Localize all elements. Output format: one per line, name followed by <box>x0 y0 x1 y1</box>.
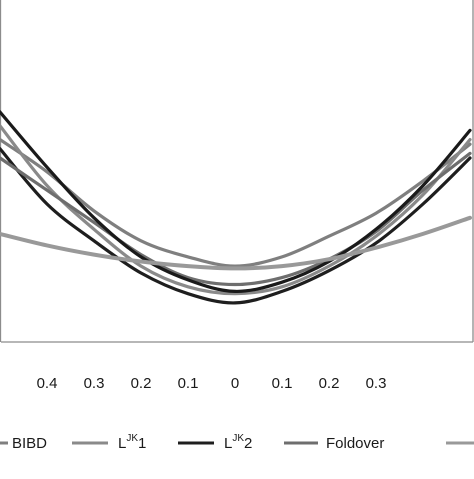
legend-label-foldover: Foldover <box>326 435 384 452</box>
x-tick-label: 0.3 <box>84 375 105 392</box>
plot-area <box>0 0 474 343</box>
x-tick-label: 0.3 <box>366 375 387 392</box>
series-layer <box>0 110 472 305</box>
series-line-bibd <box>0 138 472 268</box>
x-tick-label: 0.1 <box>272 375 293 392</box>
x-axis-ticks: 0.4 0.3 0.2 0.1 0 0.1 0.2 0.3 <box>37 375 387 392</box>
x-tick-label: 0.1 <box>178 375 199 392</box>
series-line-foldover <box>0 151 472 287</box>
x-tick-label: 0 <box>231 375 239 392</box>
legend-label-l2: LJK2 <box>224 433 252 452</box>
x-tick-label: 0.4 <box>37 375 58 392</box>
series-line-unlabeled-4 <box>0 110 472 294</box>
series-line-unlabeled-5 <box>0 215 472 271</box>
legend: BIBD LJK1 LJK2 Foldover <box>0 433 474 452</box>
series-line-ljk1 <box>0 124 472 296</box>
legend-label-bibd: BIBD <box>12 435 47 452</box>
x-tick-label: 0.2 <box>131 375 152 392</box>
series-line-ljk2 <box>0 147 472 305</box>
legend-label-l1: LJK1 <box>118 433 146 452</box>
x-tick-label: 0.2 <box>319 375 340 392</box>
